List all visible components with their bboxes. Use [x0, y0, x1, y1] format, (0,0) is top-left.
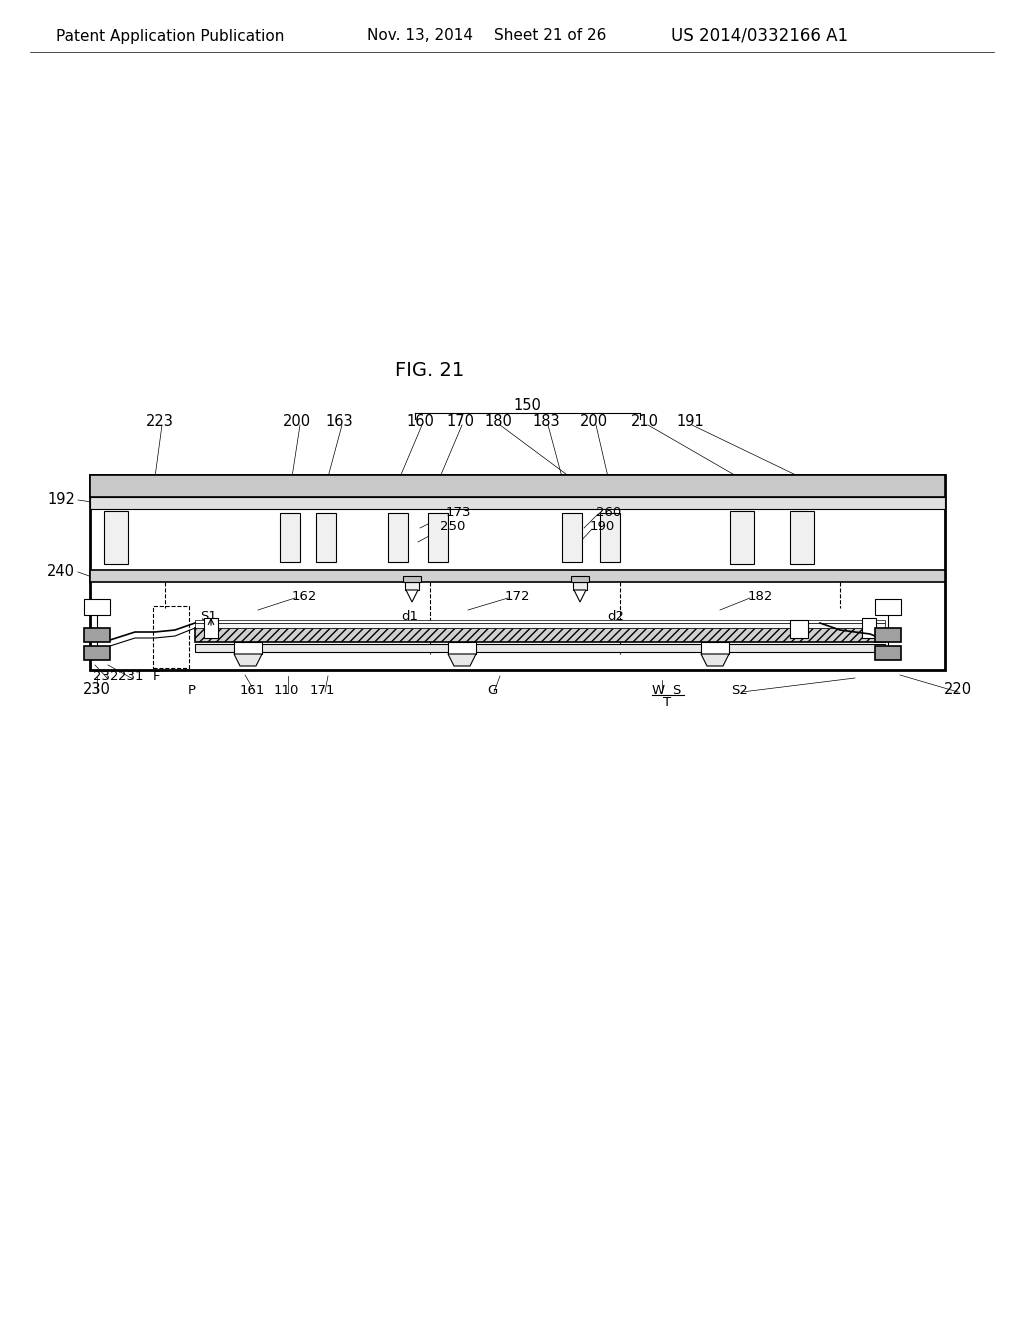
Bar: [874, 645, 901, 660]
Text: 173: 173: [446, 506, 471, 519]
Text: Sheet 21 of 26: Sheet 21 of 26: [494, 29, 606, 44]
Bar: [449, 642, 476, 653]
Bar: [84, 628, 110, 642]
Bar: [195, 628, 885, 642]
Text: G: G: [486, 684, 497, 697]
Bar: [573, 582, 587, 590]
Text: 160: 160: [407, 414, 434, 429]
Text: 172: 172: [505, 590, 530, 602]
Bar: [874, 628, 901, 642]
Bar: [280, 513, 300, 562]
Text: 171: 171: [309, 684, 335, 697]
Bar: [195, 623, 885, 628]
Text: 162: 162: [292, 590, 317, 602]
Bar: [874, 599, 901, 615]
Text: 192: 192: [47, 492, 75, 507]
Polygon shape: [406, 590, 418, 602]
Text: P: P: [188, 684, 196, 697]
Bar: [195, 644, 885, 652]
Text: 200: 200: [283, 414, 311, 429]
Bar: [204, 618, 218, 638]
Text: 161: 161: [240, 684, 264, 697]
Text: 250: 250: [440, 520, 465, 533]
Text: 170: 170: [446, 414, 474, 429]
Bar: [406, 582, 419, 590]
Text: 230: 230: [83, 682, 111, 697]
Text: 220: 220: [944, 682, 972, 697]
Text: 260: 260: [596, 506, 622, 519]
Bar: [403, 576, 421, 582]
Text: 210: 210: [631, 414, 659, 429]
Text: 231: 231: [118, 671, 143, 684]
Text: d1: d1: [401, 610, 419, 623]
Bar: [90, 498, 945, 510]
Text: S: S: [672, 684, 680, 697]
Text: S1: S1: [200, 610, 217, 623]
Bar: [195, 620, 885, 623]
Text: Patent Application Publication: Patent Application Publication: [56, 29, 285, 44]
Bar: [790, 511, 814, 564]
Text: 200: 200: [580, 414, 608, 429]
Bar: [428, 513, 449, 562]
Polygon shape: [701, 653, 729, 667]
Text: 190: 190: [590, 520, 615, 533]
Text: F: F: [154, 671, 161, 684]
Bar: [90, 475, 945, 671]
Bar: [562, 513, 582, 562]
Bar: [730, 511, 754, 564]
Text: 232: 232: [93, 671, 119, 684]
Text: 240: 240: [47, 565, 75, 579]
Bar: [104, 511, 128, 564]
Text: T: T: [663, 696, 671, 709]
Bar: [90, 475, 945, 498]
Bar: [600, 513, 620, 562]
Text: US 2014/0332166 A1: US 2014/0332166 A1: [672, 26, 849, 45]
Polygon shape: [449, 653, 476, 667]
Text: 150: 150: [514, 397, 542, 412]
Text: 191: 191: [676, 414, 703, 429]
Text: 163: 163: [326, 414, 353, 429]
Polygon shape: [574, 590, 586, 602]
Text: S2: S2: [731, 684, 749, 697]
Text: Nov. 13, 2014: Nov. 13, 2014: [367, 29, 473, 44]
Text: 18: 18: [790, 622, 807, 635]
Text: 183: 183: [532, 414, 560, 429]
Bar: [571, 576, 589, 582]
Text: FIG. 21: FIG. 21: [395, 360, 465, 380]
Bar: [701, 642, 729, 653]
Bar: [316, 513, 336, 562]
Text: 110: 110: [273, 684, 299, 697]
Text: d2: d2: [607, 610, 625, 623]
Bar: [90, 570, 945, 582]
Text: 182: 182: [748, 590, 773, 602]
Polygon shape: [234, 653, 262, 667]
Bar: [84, 599, 110, 615]
Bar: [153, 606, 189, 668]
Text: 180: 180: [484, 414, 512, 429]
Bar: [790, 620, 808, 638]
Bar: [388, 513, 408, 562]
Text: 223: 223: [146, 414, 174, 429]
Text: W: W: [651, 684, 665, 697]
Bar: [84, 645, 110, 660]
Bar: [234, 642, 262, 653]
Bar: [862, 618, 876, 638]
